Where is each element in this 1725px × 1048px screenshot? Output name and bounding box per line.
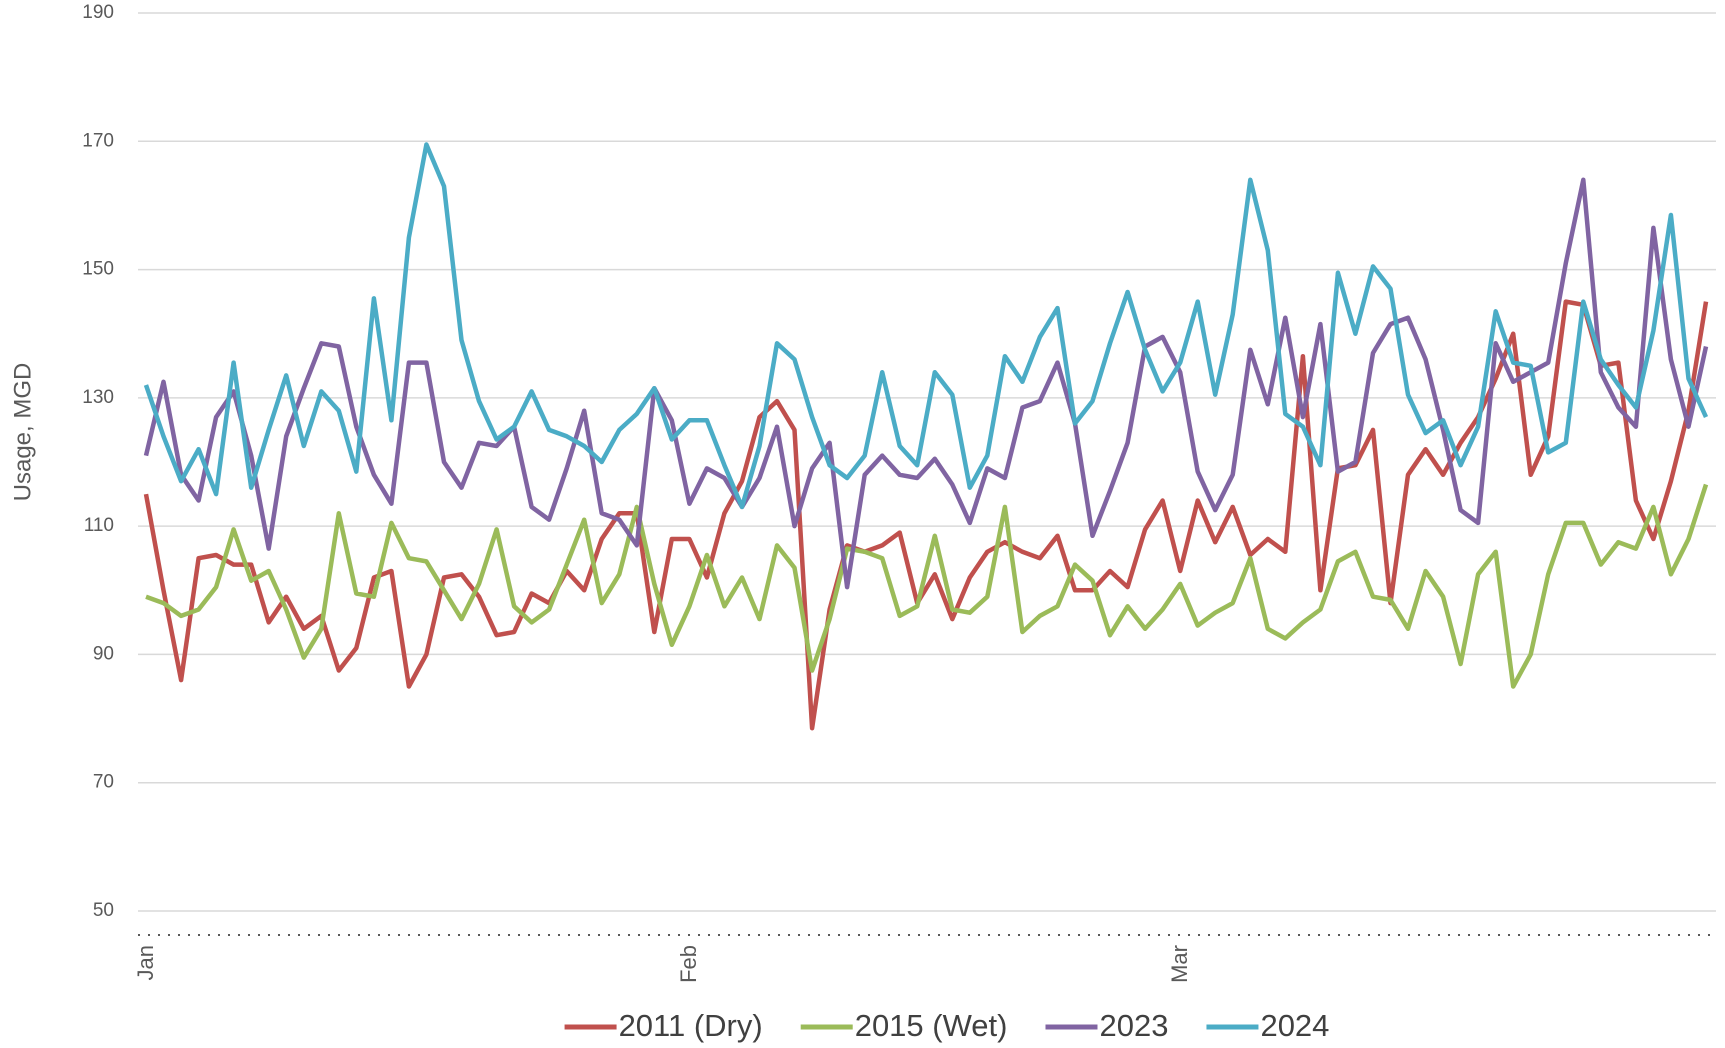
series-line	[143, 299, 1709, 731]
y-tick-label: 110	[84, 515, 114, 536]
y-tick-label: 90	[93, 643, 114, 664]
y-tick-label: 150	[82, 259, 114, 280]
legend-label: 2023	[1099, 1008, 1168, 1043]
legend-label: 2015 (Wet)	[855, 1008, 1008, 1043]
series-line	[145, 483, 1709, 689]
series-line	[143, 142, 1709, 510]
x-tick-label: Feb	[676, 945, 701, 983]
y-tick-label: 50	[93, 900, 114, 921]
y-axis-label: Usage, MGD	[9, 363, 36, 502]
y-tick-label: 170	[82, 130, 114, 151]
legend-label: 2024	[1260, 1008, 1329, 1043]
y-tick-label: 70	[93, 772, 114, 793]
legend-label: 2011 (Dry)	[619, 1008, 763, 1043]
x-tick-label: Mar	[1167, 945, 1192, 983]
y-tick-label: 190	[82, 2, 114, 23]
x-tick-label: Jan	[133, 945, 158, 980]
series-line	[143, 177, 1709, 590]
y-tick-label: 130	[82, 387, 114, 408]
